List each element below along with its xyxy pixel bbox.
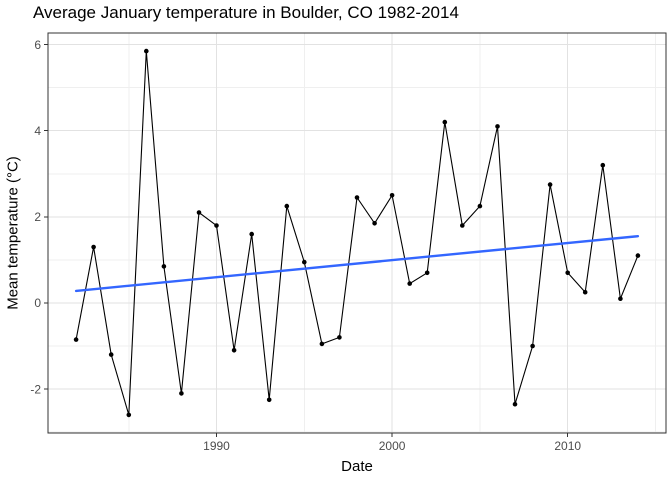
data-point [565, 270, 570, 276]
data-point [600, 162, 606, 168]
data-point [547, 182, 553, 187]
data-point [424, 270, 430, 276]
data-point [495, 124, 500, 129]
x-axis-title: Date [341, 458, 373, 475]
panel-background [48, 33, 666, 433]
y-axis-title: Mean temperature (°C) [4, 156, 22, 310]
data-point [108, 352, 114, 357]
data-point [582, 289, 588, 295]
data-point [319, 341, 325, 347]
data-point [407, 281, 413, 286]
y-axis-tick-label: 4 [34, 124, 41, 138]
y-axis-tick-label: 6 [34, 38, 41, 52]
data-point [389, 193, 395, 198]
chart-title: Average January temperature in Boulder, … [33, 3, 459, 22]
data-point [618, 296, 623, 302]
data-point [91, 244, 96, 250]
y-axis-tick-label: -2 [30, 382, 41, 396]
x-axis-tick-label: 2000 [379, 439, 406, 453]
data-point [354, 195, 360, 200]
data-point [337, 335, 342, 340]
data-point [477, 203, 483, 209]
data-point [126, 412, 132, 418]
data-point [266, 397, 272, 403]
data-point [196, 210, 202, 215]
data-point [179, 391, 184, 396]
data-point [302, 259, 307, 265]
data-point [530, 343, 535, 349]
data-point [512, 401, 518, 407]
data-point [442, 119, 448, 125]
data-point [460, 223, 465, 228]
data-point [73, 337, 79, 342]
data-point [161, 264, 167, 269]
data-point [372, 221, 377, 226]
y-axis-tick-label: 0 [34, 296, 41, 310]
y-axis-tick-label: 2 [34, 210, 41, 224]
data-point [214, 223, 219, 228]
x-axis-tick-label: 2010 [554, 439, 581, 453]
data-point [284, 203, 290, 209]
trend-line [74, 234, 640, 293]
x-axis-tick-label: 1990 [203, 439, 230, 453]
data-point [249, 231, 254, 237]
data-point [144, 48, 149, 54]
panel-border [47, 32, 667, 434]
data-point [231, 348, 237, 353]
data-point [635, 253, 641, 258]
